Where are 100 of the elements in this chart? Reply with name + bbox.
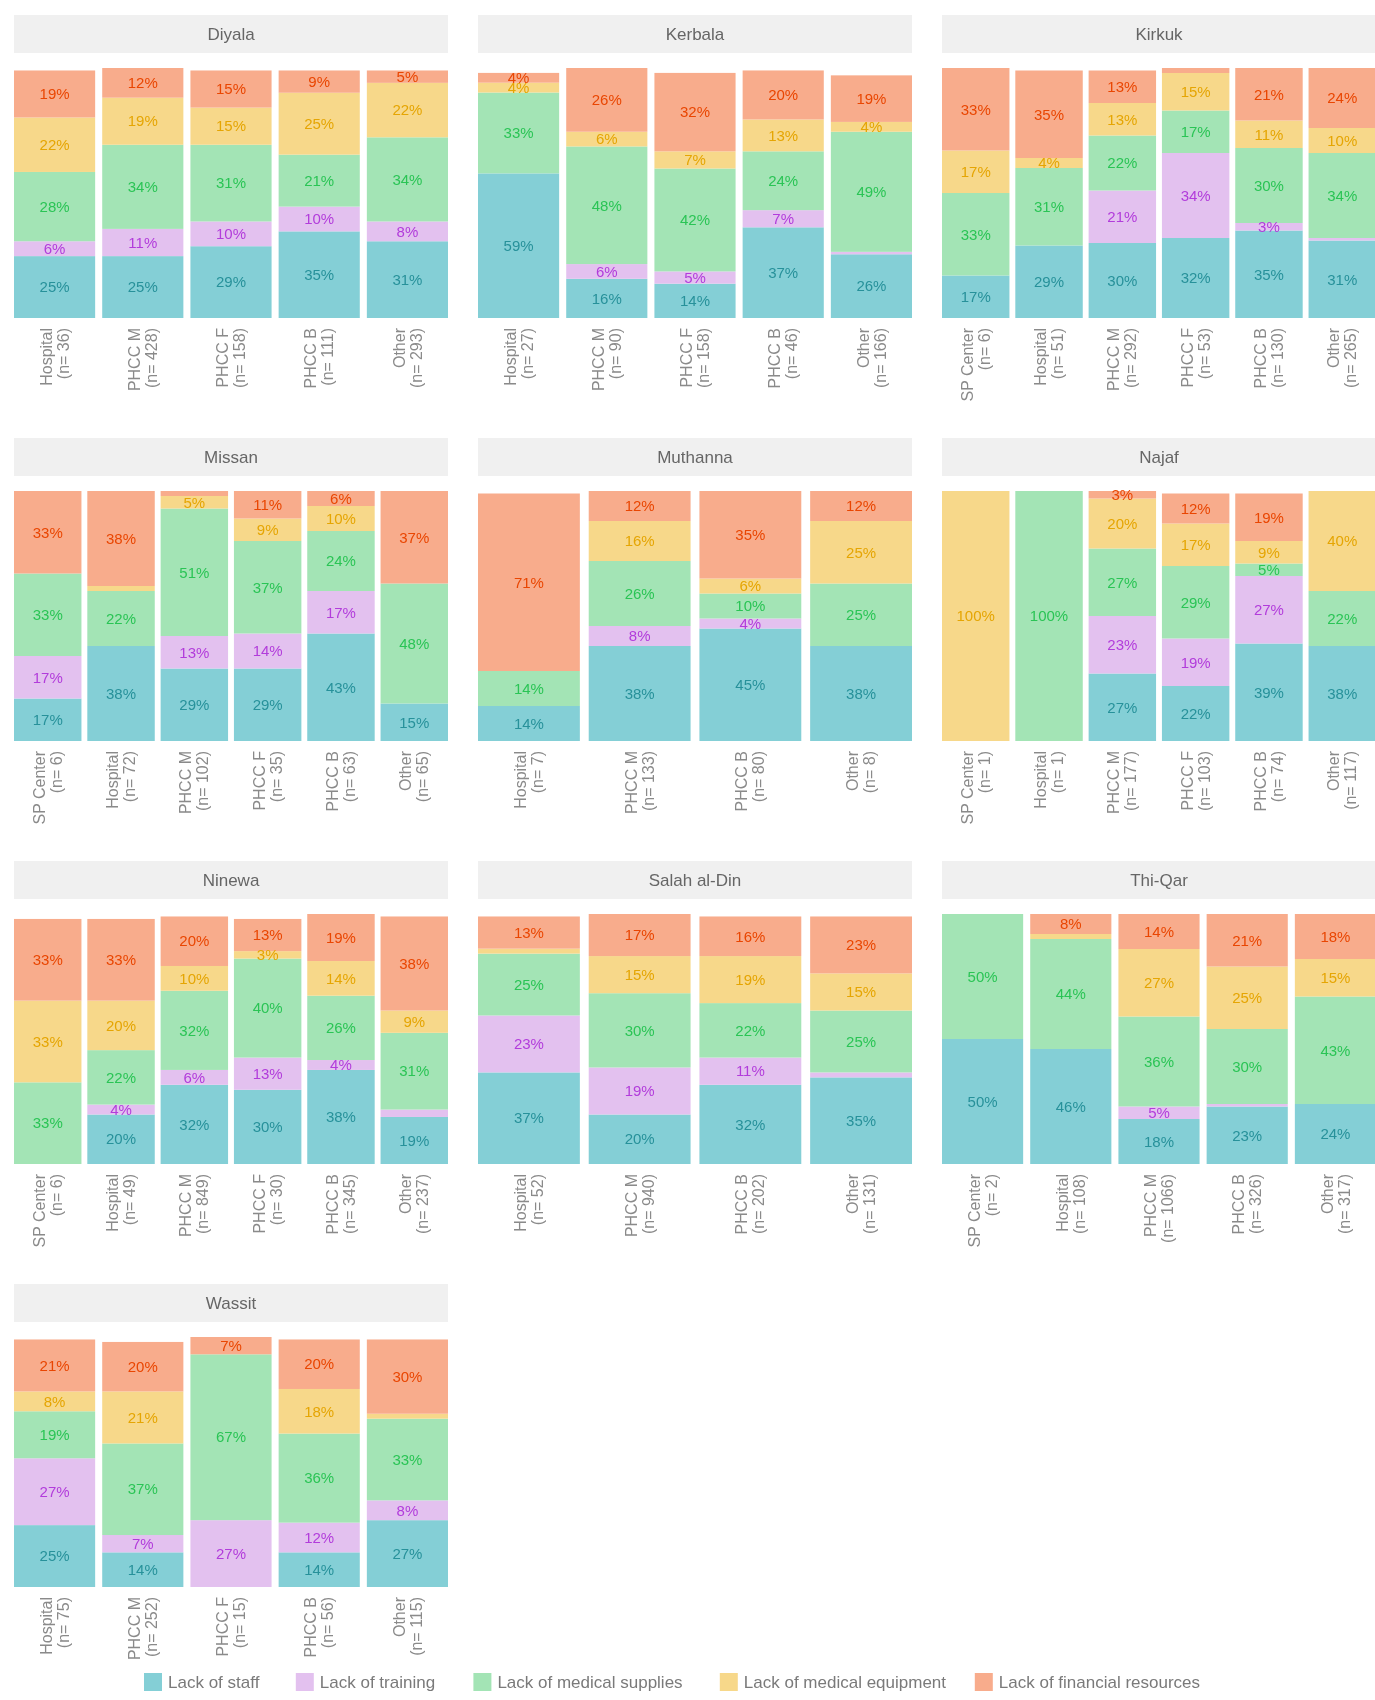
x-tick-label: Other (n= 317)	[1318, 1173, 1353, 1235]
data-label: 40%	[252, 999, 283, 1017]
x-tick-label: Hospital (n= 75)	[37, 1597, 72, 1655]
data-label: 37%	[127, 1480, 158, 1498]
data-label: 19%	[735, 970, 766, 988]
data-label: 45%	[735, 676, 766, 693]
bar	[380, 1109, 448, 1117]
data-label: 35%	[1034, 105, 1065, 123]
bar	[233, 958, 302, 1058]
bar	[1161, 153, 1230, 238]
bar	[366, 137, 448, 222]
bar	[278, 92, 360, 155]
data-label: 25%	[39, 1547, 70, 1565]
data-label: 34%	[1180, 186, 1211, 204]
bar	[278, 70, 360, 93]
chart-title: Wassit	[205, 1293, 257, 1313]
chart-title: Missan	[204, 447, 258, 467]
data-label: 13%	[1107, 78, 1138, 95]
x-tick-label: Hospital (n= 49)	[104, 1174, 139, 1232]
data-label: 14%	[127, 1560, 158, 1578]
data-label: 19%	[399, 1131, 430, 1149]
bar	[1088, 548, 1157, 616]
bar	[1030, 934, 1112, 939]
bar	[14, 1391, 96, 1412]
bar	[566, 146, 648, 265]
bar	[14, 656, 82, 699]
bar	[588, 521, 691, 561]
chart-title: Diyala	[207, 24, 256, 44]
data-label: 24%	[325, 552, 356, 570]
bar	[588, 561, 691, 626]
data-label: 30%	[1253, 176, 1284, 194]
data-label: 11%	[1254, 125, 1284, 143]
bar	[588, 993, 691, 1068]
bar	[87, 491, 155, 586]
data-label: 10%	[304, 210, 335, 228]
x-tick-label: PHCC B (n= 345)	[324, 1174, 359, 1235]
data-label: 44%	[1055, 985, 1086, 1003]
x-tick-label: PHCC F (n= 158)	[214, 327, 249, 389]
bar	[233, 1089, 302, 1164]
x-tick-label: Hospital (n= 36)	[37, 328, 72, 386]
data-label: 33%	[106, 951, 137, 969]
bar	[307, 506, 375, 531]
bar	[160, 636, 229, 669]
data-label: 19%	[1253, 508, 1284, 526]
data-label: 10%	[735, 597, 766, 615]
bar	[278, 1433, 360, 1523]
bar	[366, 241, 448, 318]
data-label: 4%	[1038, 154, 1060, 172]
data-label: 34%	[392, 170, 423, 188]
data-label: 24%	[1327, 89, 1358, 107]
legend-label: Lack of medical equipment	[743, 1672, 947, 1692]
bar	[942, 68, 1010, 151]
bar	[14, 918, 82, 1001]
data-label: 37%	[399, 528, 430, 546]
bar	[307, 961, 375, 996]
data-label: 27%	[39, 1482, 70, 1500]
bar	[699, 1003, 802, 1058]
bar	[102, 1443, 184, 1536]
data-label: 50%	[967, 967, 998, 985]
bar	[1235, 643, 1303, 741]
data-label: 37%	[768, 263, 799, 281]
bar	[1118, 1016, 1200, 1107]
data-label: 19%	[127, 112, 158, 130]
data-label: 13%	[768, 126, 799, 144]
data-label: 22%	[392, 101, 423, 119]
bar	[380, 916, 448, 1011]
bar	[278, 1339, 360, 1389]
bar	[160, 491, 229, 496]
bar	[1235, 120, 1303, 148]
bar	[307, 1069, 375, 1164]
data-label: 33%	[32, 1114, 63, 1132]
x-tick-label: Other (n= 115)	[390, 1596, 425, 1656]
data-label: 13%	[252, 926, 283, 944]
bar	[1206, 1106, 1288, 1164]
data-label: 10%	[215, 225, 247, 243]
data-label: 31%	[215, 174, 247, 192]
data-label: 25%	[304, 114, 335, 132]
data-label: 22%	[39, 135, 70, 153]
data-label: 22%	[106, 609, 137, 627]
x-tick-label: PHCC B (n= 130)	[1252, 328, 1287, 389]
data-label: 20%	[768, 86, 799, 104]
data-label: 24%	[1320, 1125, 1351, 1143]
data-label: 30%	[392, 1367, 423, 1385]
bar	[102, 97, 184, 145]
bar	[160, 508, 229, 636]
bar	[233, 668, 302, 741]
bar	[942, 914, 1024, 1039]
data-label: 13%	[179, 643, 210, 661]
data-label: 29%	[215, 273, 247, 291]
data-label: 5%	[684, 268, 706, 286]
data-label: 17%	[32, 711, 63, 728]
data-label: 35%	[846, 1111, 877, 1129]
data-label: 3%	[1258, 218, 1280, 235]
bar	[478, 953, 580, 1016]
bar	[87, 1050, 155, 1105]
data-label: 22%	[1327, 609, 1358, 627]
data-label: 25%	[513, 975, 544, 993]
data-label: 22%	[1180, 704, 1211, 722]
bar	[278, 1552, 360, 1587]
data-label: 32%	[179, 1115, 210, 1133]
